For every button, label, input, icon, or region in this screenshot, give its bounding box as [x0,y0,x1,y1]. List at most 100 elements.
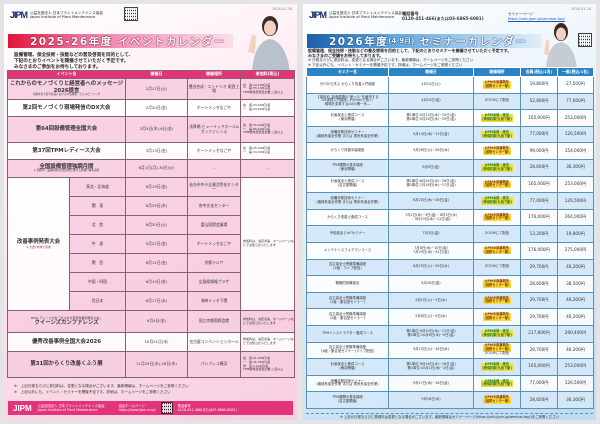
venue-badge-tokyo: JIPM本部・東京 (神保町駅/九段下駅) [481,379,513,388]
table-row: 自主保全士受験準備講座 (1級・集合型セミナー/ライブ配信) 9月15日(火)~16… [306,341,594,360]
seminar-name[interactable]: 【事前Ⅱ】製造現場の"困った"を解決する DX実践入門講座―Pythonで拓く! 現… [306,92,389,111]
venue-zoom: ZOOMにて配信 [484,231,510,236]
event-fee: 参加料は、決定次第、ホームページなどでお知らせいたします [240,177,295,311]
seminar-name[interactable]: 計画保全士養成コース (名古屋開催) [306,175,389,194]
seminar-name[interactable]: メンテナンスフォアマンコース [306,241,389,260]
event-venue: 富山国際会議場 [187,215,241,235]
seminar-date: 9月17日(木)~18日(金) [388,374,474,393]
table-row: これからのモノづくりと経営者へのメッセージ 2026提言 今後を担う若手社員におけ… [7,78,295,100]
qr-code[interactable] [124,7,138,21]
event-venue: ポートメッセなごや [187,99,241,117]
event-subtitle: ※ 期間中、設備管理の普及啓発に関する各種行事を実施 [33,169,100,173]
seminar-venue: JIPM中部事務所 (国際センター駅) [473,308,521,326]
event-date: 11月25日(水)-26日(木) [125,351,188,378]
seminar-venue: JIPM本部・東京 (神保町駅/九段下駅) [473,125,521,144]
seminar-name[interactable]: TPM展開の基本講座 (東京開催) [306,158,389,177]
member-fee: 77,000円 [520,374,558,393]
event-venue: 広島県情報プラザ [187,272,241,292]
member-fee: 99,000円 [520,142,558,160]
event-subtitle: 今後を担う若手社員におけるAI活用術、ウェルビーイング [32,92,101,96]
model-photo [248,16,290,72]
fee-line: 会 員:33,000円/名 [243,103,271,108]
seminar-table: セミナー名 開催日 開催場所 会員(税込/1名) 一般(税込/1名) ゼロから学… [306,67,594,409]
fee-line: 会 員:44,000円/名 [243,82,271,87]
seminar-date-line: 7月2日(木)~3日(金)・8月5日(水) [404,212,458,217]
seminar-date-line: 9月15日(火)~16日(水) [413,347,449,352]
member-fee: 165,000円 [520,358,558,376]
seminar-name[interactable]: からくり改善士養成コース [306,208,389,227]
event-name: 第37回TPMレディース大会 [7,142,126,160]
event-venue: 名古屋コンベンションホール [187,332,241,352]
venue-name: JIPM本部・東京 [485,162,509,167]
seminar-name-line: 計画保全士養成コース [330,113,365,118]
event-table: イベント名 開催日 開催場所 参加料(税込) これからのモノづくりと経営者へのメ… [7,70,295,378]
footer-hp-link[interactable]: https://www.jipm.or.jp/ [118,408,156,412]
seminar-name[interactable]: 自主保全士受験準備講座 (1級・集合型セミナー) [306,291,389,310]
venue-station: (国際センター駅) [484,249,510,254]
event-venue: ポートメッセなごや [187,142,241,160]
member-fee: 52,800円 [520,92,558,111]
seminar-name[interactable]: 設備診断技術セミナー (機械系保全作業 または 電気系保全作業) [306,374,389,393]
seminar-name[interactable]: 計画保全士養成コース (東京開催) [306,109,389,127]
intro-text: 設備管理、保全技術・技能などの普及啓発を目的として、 下記のとおりイベントを開催… [14,53,133,71]
seminar-date-line: 9月8日(火)~9日(水) [415,314,447,319]
general-fee: 46,200円 [557,258,594,277]
venue-station: (国際センター駅) [484,282,510,287]
seminar-name[interactable]: 設備診断技術セミナー (機械系保全作業 または 電気系保全作業) [306,125,389,144]
venue-station: (国際センター駅) [484,216,510,221]
seminar-name[interactable]: 戦略的設備保全 [306,275,389,293]
note: ※ 上記以外にも、イベント・セミナーを開催予定です。詳細は、ホームページをご参照… [14,390,171,394]
table-row: メンテナンスフォアマンコース 7月8日(水)~10日(金) 7月29日(水)~31日… [306,241,594,260]
seminar-venue: JIPM本部・東京 (神保町駅/九段下駅) [473,192,521,210]
seminar-name-line: (名古屋開催) [337,183,358,188]
table-row-region: 中国・四国 6月19日(金) 広島県情報プラザ [8,272,295,292]
qr-code[interactable] [578,33,592,47]
region-name: 東北・北海道 [69,177,126,197]
event-venue: 浅草橋 ヒューリックホール&カンファレンス [187,116,241,143]
seminar-name[interactable]: 設備診断技術セミナー (機械系保全作業 または 電気系保全作業) [306,192,389,210]
header-general-fee: 一般(税込/1名) [557,67,594,77]
venue-badge-tokyo: JIPM本部・東京 (神保町駅/九段下駅) [481,113,513,122]
phone-info: 電話番号 0120-451-466(または03-6865-6081) [402,11,484,21]
event-name: 第64回設備管理全国大会 [7,116,126,143]
venue-name: JIPM中部事務所 [485,279,509,284]
venue-badge-tokyo: JIPM本部・東京 (神保町駅/九段下駅) [481,130,513,139]
title-period: (4-9月) [388,37,415,45]
seminar-name[interactable]: TPM展開の基本講座 (名古屋開催) [306,391,389,409]
seminar-name[interactable]: 計画保全士養成コース (東京開催) [306,358,389,376]
general-fee: 126,500円 [557,125,594,144]
event-date: 6月30日(火) [125,215,188,235]
seminar-date: 6月5日(金) [388,158,474,177]
seminar-name[interactable]: TPMインストラクター養成コース [306,324,389,343]
seminar-name[interactable]: 予知保全とIoTセミナー [306,225,389,243]
general-fee: 46,200円 [557,308,594,326]
fee-line: – [266,165,269,171]
footer-qr-code[interactable] [160,402,173,414]
seminar-page-label: セミナーページ [508,12,534,16]
seminar-name-line: 自主保全士受験準備講座 [328,295,367,300]
seminar-name[interactable]: 自主保全士受験準備講座 (1級・集合型セミナー/ライブ配信) [306,341,389,360]
fee-line: TPM優秀賞受賞企業:二名以上 [243,89,284,94]
seminar-name-line: 予知保全とIoTセミナー [329,231,366,236]
general-fee: 253,000円 [557,109,594,127]
seminar-name-line: (東京開催) [339,166,356,171]
seminar-name[interactable]: 自主保全士受験準備講座 (2級・集合型セミナー) [306,308,389,326]
venue-station: (国際センター駅) [484,150,510,155]
seminar-venue: JIPM中部事務所 (国際センター駅) [473,291,521,310]
seminar-page-link[interactable]: https://info.jipm.jp/seminar-top/ [508,16,565,21]
region-name: 関 西 [69,253,126,273]
venue-zoom: ZOOMにて配信 [484,351,510,356]
member-fee: 29,700円 [520,308,558,326]
general-fee: 38,500円 [557,275,594,293]
intro-line: みなさまのご受講をお待ちしております。 [308,52,384,58]
seminar-name[interactable]: 自主保全士受験準備講座 (2級・ライブ配信) [306,258,389,277]
seminar-name-line: 計画保全士養成コース [330,361,365,366]
seminar-page-info: セミナーページ https://info.jipm.jp/seminar-top/ [508,12,565,21]
general-fee: 253,000円 [557,175,594,194]
seminar-name-line: 設備診断技術セミナー [330,196,365,201]
seminar-name[interactable]: ゼロから学ぶ からくり改善入門講座 [306,76,389,94]
seminar-name[interactable]: からくり改善中級講座 [306,142,389,160]
event-date: 6月1日(月)-30日(火) [125,159,188,178]
table-row: 計画保全士養成コース (東京開催) 第1単位:9月16日(水)~18日(金) 第2単位… [306,358,594,376]
seminar-venue: JIPM中部事務所 (国際センター駅) [473,208,521,227]
